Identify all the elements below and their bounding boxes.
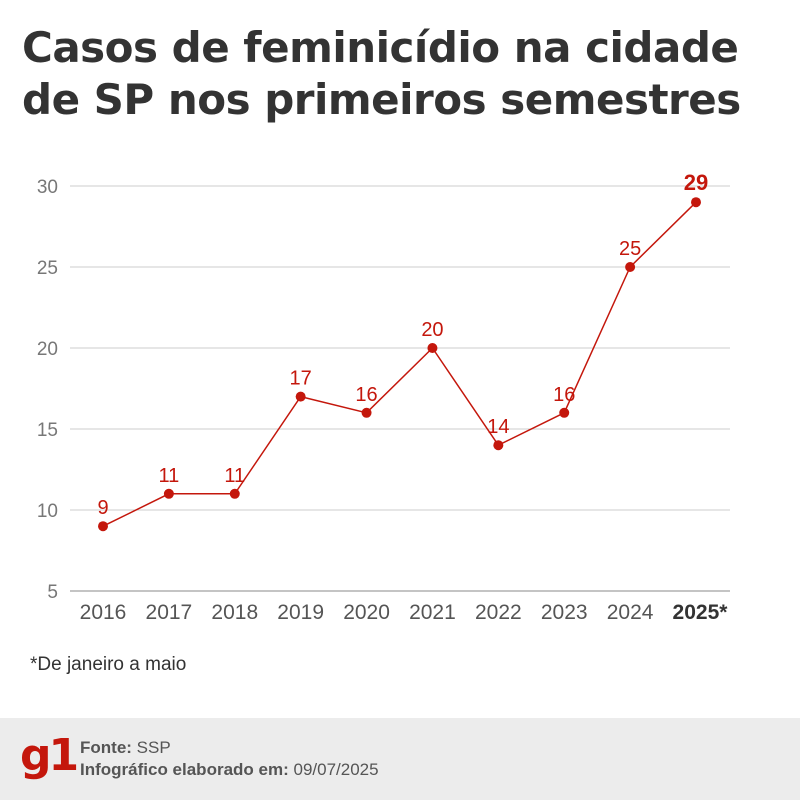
y-tick-label: 15 <box>37 420 58 441</box>
source-label: Fonte: <box>80 738 132 757</box>
data-label: 14 <box>487 416 509 438</box>
x-tick-label: 2024 <box>607 601 654 624</box>
data-label: 16 <box>553 384 575 406</box>
footnote: *De janeiro a maio <box>30 654 187 675</box>
data-point <box>625 262 636 272</box>
data-point <box>361 407 372 418</box>
x-tick-label: 2018 <box>211 601 258 624</box>
x-tick-label: 2023 <box>541 601 588 624</box>
series-line <box>102 201 697 527</box>
source-value: SSP <box>136 738 171 757</box>
g1-logo: g1 <box>20 730 79 781</box>
source-credit: Fonte: SSP <box>80 738 171 758</box>
data-label: 29 <box>684 170 708 195</box>
x-tick-label: 2022 <box>475 601 522 624</box>
y-tick-label: 5 <box>47 582 58 603</box>
data-point <box>427 343 438 353</box>
x-tick-label: 2020 <box>343 601 390 624</box>
y-tick-label: 10 <box>37 501 58 522</box>
y-tick-label: 20 <box>37 339 58 360</box>
data-label: 16 <box>355 384 377 406</box>
data-point <box>295 391 306 402</box>
data-point <box>559 407 570 418</box>
made-credit: Infográfico elaborado em: 09/07/2025 <box>80 760 379 780</box>
data-point <box>163 488 174 499</box>
x-tick-label: 2021 <box>409 601 456 624</box>
chart-title: Casos de feminicídio na cidade de SP nos… <box>22 23 741 124</box>
data-label: 11 <box>159 465 180 487</box>
y-tick-label: 30 <box>37 177 58 198</box>
made-label: Infográfico elaborado em: <box>80 760 289 779</box>
data-label: 9 <box>97 497 108 519</box>
x-tick-label: 2016 <box>80 601 127 624</box>
data-label: 17 <box>290 368 312 390</box>
made-value: 09/07/2025 <box>293 760 379 779</box>
data-label: 20 <box>421 319 443 341</box>
data-point <box>98 521 108 532</box>
data-point <box>691 197 701 208</box>
x-tick-label: 2019 <box>277 601 324 624</box>
y-tick-label: 25 <box>37 258 58 279</box>
x-tick-label: 2025* <box>673 601 729 624</box>
data-point <box>229 488 240 499</box>
data-point <box>493 440 504 451</box>
x-tick-label: 2017 <box>146 601 193 624</box>
data-label: 11 <box>224 465 245 487</box>
footer-bar: g1 Fonte: SSP Infográfico elaborado em: … <box>0 718 800 800</box>
data-label: 25 <box>619 238 641 260</box>
